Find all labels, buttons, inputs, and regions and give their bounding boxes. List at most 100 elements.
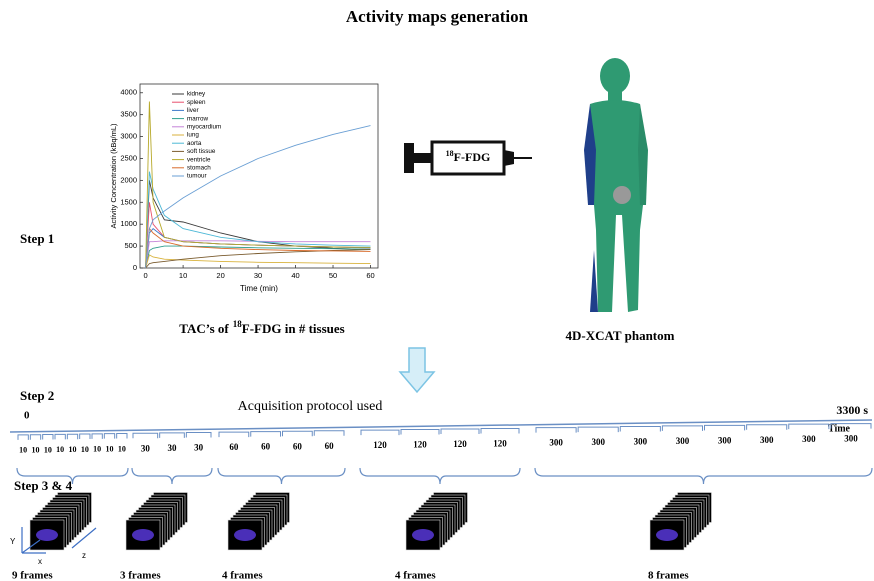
frame-slice	[412, 529, 434, 541]
frame-bracket	[133, 433, 158, 438]
frame-duration: 120	[373, 440, 387, 450]
frame-bracket	[18, 435, 28, 440]
frame-duration: 10	[69, 445, 77, 454]
frame-duration: 300	[634, 437, 648, 447]
x-tick-label: 60	[366, 271, 374, 280]
frame-duration: 120	[413, 440, 427, 450]
x-axis-label: Time (min)	[240, 284, 278, 293]
x-tick-label: 0	[144, 271, 148, 280]
frame-bracket	[361, 430, 399, 435]
frame-bracket	[43, 435, 53, 440]
x-tick-label: 30	[254, 271, 262, 280]
frame-slice	[656, 529, 678, 541]
x-tick-label: 40	[291, 271, 299, 280]
frame-bracket	[55, 434, 65, 439]
legend-label: marrow	[187, 115, 208, 122]
y-tick-label: 3500	[120, 110, 137, 119]
group-label: 3 frames	[120, 570, 161, 581]
frame-duration: 300	[760, 435, 774, 445]
x-tick-label: 50	[329, 271, 337, 280]
frame-duration: 10	[32, 446, 40, 455]
frame-duration: 60	[261, 442, 271, 452]
frame-bracket	[67, 434, 77, 439]
phantom-label: 4D-XCAT phantom	[566, 328, 675, 343]
legend-label: tumour	[187, 173, 207, 180]
frame-duration: 10	[81, 445, 89, 454]
y-tick-label: 1500	[120, 197, 137, 206]
frame-duration: 300	[802, 434, 816, 444]
y-tick-label: 3000	[120, 132, 137, 141]
frame-bracket	[283, 431, 313, 436]
frame-duration: 30	[194, 443, 204, 453]
syringe: 18F-FDG	[404, 142, 532, 174]
frame-slice	[132, 529, 154, 541]
frame-bracket	[789, 424, 829, 429]
step-label: Step 3 & 4	[14, 478, 73, 493]
frame-bracket	[662, 426, 702, 431]
syringe-superscript: 18	[446, 149, 454, 158]
legend-label: aorta	[187, 140, 202, 147]
frame-bracket	[705, 425, 745, 430]
y-axis-label: Activity Concentration (kBq/mL)	[109, 123, 118, 229]
group-brace	[132, 468, 212, 484]
frame-duration: 120	[493, 439, 507, 449]
frame-bracket	[251, 432, 281, 437]
phantom	[584, 58, 648, 312]
group-label: 4 frames	[395, 570, 436, 581]
frame-duration: 10	[56, 445, 64, 454]
step-label: Step 2	[20, 388, 54, 403]
frame-bracket	[401, 430, 439, 435]
frame-duration: 10	[19, 446, 27, 455]
legend-label: liver	[187, 107, 199, 114]
frame-bracket	[160, 433, 185, 438]
figure: Activity maps generation Step 1 Step 2 S…	[0, 0, 874, 581]
axis-label: x	[38, 557, 42, 566]
frame-duration: 30	[141, 443, 151, 453]
frame-bracket	[620, 427, 660, 432]
series-line	[146, 202, 371, 268]
step-label: Step 1	[20, 231, 54, 246]
legend-label: spleen	[187, 99, 206, 106]
frame-duration: 10	[118, 444, 126, 453]
y-tick-label: 1000	[120, 219, 137, 228]
protocol-title: Acquisition protocol used	[238, 399, 383, 414]
legend-label: kidney	[187, 91, 206, 98]
frame-duration: 10	[44, 445, 52, 454]
frame-bracket	[314, 431, 344, 436]
frame-bracket	[219, 432, 249, 437]
legend-label: myocardium	[187, 123, 221, 130]
frame-duration: 60	[229, 442, 239, 452]
y-tick-label: 2000	[120, 175, 137, 184]
series-line	[146, 180, 371, 268]
axis-label: z	[82, 551, 86, 560]
frame-bracket	[481, 428, 519, 433]
frame-bracket	[92, 434, 102, 439]
legend-label: ventricle	[187, 156, 211, 163]
x-tick-label: 20	[216, 271, 224, 280]
timeline-end: 3300 s	[836, 403, 868, 417]
y-tick-label: 500	[124, 241, 137, 250]
frame-slice	[234, 529, 256, 541]
frame-bracket	[186, 433, 211, 438]
frame-bracket	[441, 429, 479, 434]
legend-label: lung	[187, 132, 199, 139]
figure-title: Activity maps generation	[346, 7, 529, 26]
frame-duration: 300	[676, 436, 690, 446]
group-brace	[218, 468, 345, 484]
frame-bracket	[578, 427, 618, 432]
frame-duration: 10	[106, 445, 114, 454]
x-tick-label: 10	[179, 271, 187, 280]
y-tick-label: 2500	[120, 153, 137, 162]
caption-text: TAC’s of	[179, 321, 229, 336]
timeline-start: 0	[24, 410, 30, 422]
frame-duration: 60	[293, 441, 303, 451]
frame-duration: 10	[93, 445, 101, 454]
frame-duration: 300	[591, 437, 605, 447]
y-tick-label: 4000	[120, 88, 137, 97]
group-brace	[535, 468, 872, 484]
axis-label: Y	[10, 537, 16, 546]
frame-duration: 300	[718, 435, 732, 445]
frame-slice	[36, 529, 58, 541]
